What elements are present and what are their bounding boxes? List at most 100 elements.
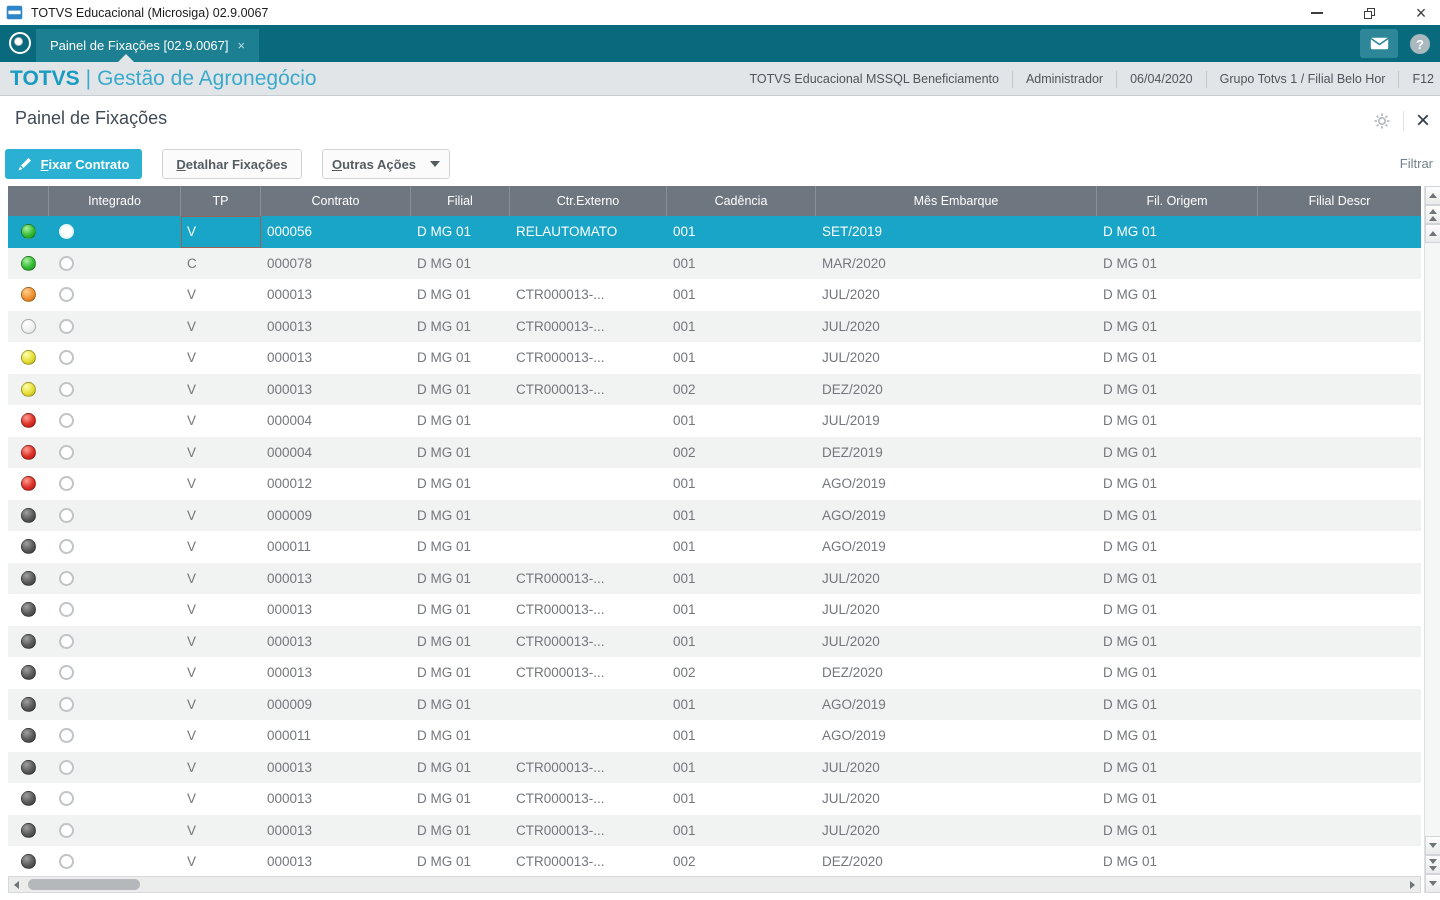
integrado-radio[interactable]	[59, 413, 74, 428]
table-row[interactable]: V 000004 D MG 01 001 JUL/2019 D MG 01	[8, 405, 1421, 437]
integrado-radio[interactable]	[59, 791, 74, 806]
environment-name[interactable]: TOTVS Educacional MSSQL Beneficiamento	[750, 72, 999, 86]
integrado-cell	[49, 500, 181, 532]
f12-shortcut[interactable]: F12	[1412, 72, 1434, 86]
table-row[interactable]: V 000013 D MG 01 CTR000013-... 001 JUL/2…	[8, 783, 1421, 815]
gear-icon[interactable]	[1373, 112, 1391, 130]
tab-close-icon[interactable]: ×	[238, 38, 246, 53]
integrado-radio[interactable]	[59, 571, 74, 586]
integrado-radio[interactable]	[59, 728, 74, 743]
menu-circle-icon[interactable]	[9, 32, 31, 54]
status-cell	[8, 563, 49, 595]
horizontal-scrollbar-thumb[interactable]	[28, 879, 140, 890]
integrado-radio[interactable]	[59, 350, 74, 365]
status-dot-icon	[21, 665, 36, 680]
tab-painel-de-fixacoes[interactable]: Painel de Fixações [02.9.0067] ×	[36, 29, 259, 62]
column-header-cadencia[interactable]: Cadência	[667, 186, 816, 216]
panel-close-icon[interactable]: ×	[1416, 112, 1430, 130]
scroll-right-icon[interactable]	[1410, 881, 1415, 889]
integrado-radio[interactable]	[59, 602, 74, 617]
integrado-cell	[49, 815, 181, 847]
ctr-externo-cell	[510, 248, 667, 280]
table-row[interactable]: C 000078 D MG 01 001 MAR/2020 D MG 01	[8, 248, 1421, 280]
filial-cell: D MG 01	[411, 374, 510, 406]
detalhar-fixacoes-button[interactable]: Detalhar Fixações	[162, 149, 302, 179]
contrato-cell: 000013	[261, 752, 411, 784]
filial-cell: D MG 01	[411, 405, 510, 437]
column-header-contrato[interactable]: Contrato	[261, 186, 411, 216]
table-row[interactable]: V 000013 D MG 01 CTR000013-... 001 JUL/2…	[8, 342, 1421, 374]
scroll-up-button[interactable]	[1425, 186, 1440, 205]
column-header-filial-descr[interactable]: Filial Descr	[1258, 186, 1421, 216]
filial-descr-cell	[1258, 657, 1421, 689]
integrado-radio[interactable]	[59, 665, 74, 680]
column-header-status[interactable]	[8, 186, 49, 216]
integrado-radio[interactable]	[59, 760, 74, 775]
help-button[interactable]: ?	[1410, 34, 1430, 54]
table-row[interactable]: V 000011 D MG 01 001 AGO/2019 D MG 01	[8, 720, 1421, 752]
ctr-externo-cell: CTR000013-...	[510, 342, 667, 374]
integrado-radio[interactable]	[59, 823, 74, 838]
table-row[interactable]: V 000013 D MG 01 CTR000013-... 002 DEZ/2…	[8, 374, 1421, 406]
table-row[interactable]: V 000004 D MG 01 002 DEZ/2019 D MG 01	[8, 437, 1421, 469]
table-row[interactable]: V 000013 D MG 01 CTR000013-... 001 JUL/2…	[8, 279, 1421, 311]
table-row[interactable]: V 000013 D MG 01 CTR000013-... 001 JUL/2…	[8, 815, 1421, 847]
integrado-radio[interactable]	[59, 634, 74, 649]
integrado-radio[interactable]	[59, 476, 74, 491]
column-header-fil-origem[interactable]: Fil. Origem	[1097, 186, 1258, 216]
page-up-button[interactable]	[1425, 205, 1440, 224]
integrado-cell	[49, 846, 181, 876]
table-row[interactable]: V 000013 D MG 01 CTR000013-... 001 JUL/2…	[8, 594, 1421, 626]
scroll-top-button[interactable]	[1425, 224, 1440, 243]
integrado-radio[interactable]	[59, 445, 74, 460]
current-user[interactable]: Administrador	[1026, 72, 1103, 86]
close-window-button[interactable]: ×	[1408, 0, 1434, 25]
column-header-integrado[interactable]: Integrado	[49, 186, 181, 216]
contrato-cell: 000004	[261, 405, 411, 437]
minimize-button[interactable]	[1304, 0, 1330, 25]
scroll-left-icon[interactable]	[14, 881, 19, 889]
fil-origem-cell: D MG 01	[1097, 815, 1258, 847]
tp-cell: V	[181, 783, 261, 815]
table-row[interactable]: V 000012 D MG 01 001 AGO/2019 D MG 01	[8, 468, 1421, 500]
integrado-radio[interactable]	[59, 287, 74, 302]
page-down-button[interactable]	[1425, 855, 1440, 874]
horizontal-scrollbar[interactable]	[8, 876, 1421, 893]
integrado-radio[interactable]	[59, 854, 74, 869]
table-row[interactable]: V 000013 D MG 01 CTR000013-... 001 JUL/2…	[8, 626, 1421, 658]
table-row[interactable]: V 000013 D MG 01 CTR000013-... 001 JUL/2…	[8, 563, 1421, 595]
fixar-contrato-button[interactable]: Fixar Contrato	[5, 149, 142, 179]
column-header-tp[interactable]: TP	[181, 186, 261, 216]
scroll-down-button[interactable]	[1425, 836, 1440, 855]
status-dot-icon	[21, 854, 36, 869]
column-header-mes-embarque[interactable]: Mês Embarque	[816, 186, 1097, 216]
column-header-filial[interactable]: Filial	[411, 186, 510, 216]
group-branch[interactable]: Grupo Totvs 1 / Filial Belo Hor	[1220, 72, 1386, 86]
column-header-ctr-externo[interactable]: Ctr.Externo	[510, 186, 667, 216]
ctr-externo-cell: CTR000013-...	[510, 374, 667, 406]
table-row[interactable]: V 000013 D MG 01 CTR000013-... 001 JUL/2…	[8, 311, 1421, 343]
filtrar-link[interactable]: Filtrar	[1400, 156, 1433, 171]
integrado-radio[interactable]	[59, 382, 74, 397]
fil-origem-cell: D MG 01	[1097, 311, 1258, 343]
integrado-radio[interactable]	[59, 224, 74, 239]
table-row[interactable]: V 000056 D MG 01 RELAUTOMATO 001 SET/201…	[8, 216, 1421, 248]
integrado-radio[interactable]	[59, 539, 74, 554]
table-row[interactable]: V 000009 D MG 01 001 AGO/2019 D MG 01	[8, 500, 1421, 532]
table-row[interactable]: V 000009 D MG 01 001 AGO/2019 D MG 01	[8, 689, 1421, 721]
scroll-bottom-button[interactable]	[1425, 874, 1440, 893]
outras-acoes-button[interactable]: Outras Ações	[322, 149, 450, 179]
table-row[interactable]: V 000011 D MG 01 001 AGO/2019 D MG 01	[8, 531, 1421, 563]
table-row[interactable]: V 000013 D MG 01 CTR000013-... 001 JUL/2…	[8, 752, 1421, 784]
integrado-radio[interactable]	[59, 319, 74, 334]
integrado-radio[interactable]	[59, 256, 74, 271]
restore-button[interactable]	[1356, 0, 1382, 25]
vertical-scrollbar[interactable]	[1424, 186, 1440, 893]
table-row[interactable]: V 000013 D MG 01 CTR000013-... 002 DEZ/2…	[8, 846, 1421, 876]
table-row[interactable]: V 000013 D MG 01 CTR000013-... 002 DEZ/2…	[8, 657, 1421, 689]
filial-cell: D MG 01	[411, 279, 510, 311]
integrado-radio[interactable]	[59, 697, 74, 712]
mail-button[interactable]	[1360, 29, 1398, 58]
status-cell	[8, 626, 49, 658]
integrado-radio[interactable]	[59, 508, 74, 523]
